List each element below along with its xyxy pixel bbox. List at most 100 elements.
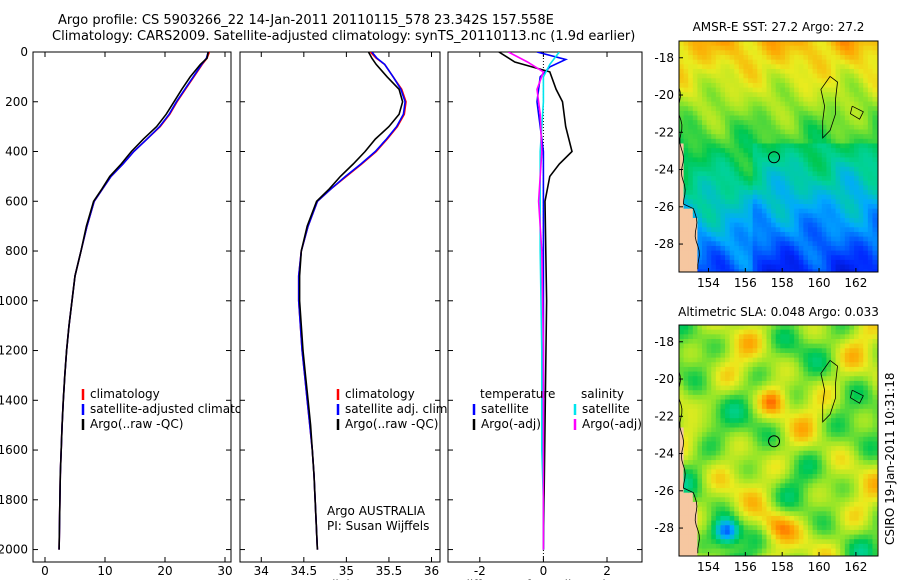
sla_map-cell bbox=[854, 366, 860, 373]
sst_map-cell bbox=[743, 264, 749, 270]
sst_map-cell bbox=[775, 199, 781, 205]
sst_map-cell bbox=[757, 194, 763, 200]
sla_map-cell bbox=[679, 362, 685, 368]
sla_map-cell bbox=[812, 413, 818, 419]
sla_map-cell bbox=[849, 497, 855, 503]
sst_map-cell bbox=[807, 101, 814, 107]
sst_map-cell bbox=[748, 157, 754, 163]
sst_map-cell bbox=[711, 185, 717, 191]
sst_map-cell bbox=[679, 269, 685, 272]
sst_map-cell bbox=[775, 92, 781, 98]
sla_map-cell bbox=[734, 474, 740, 480]
sst_map-cell bbox=[780, 59, 786, 65]
sst_map-cell bbox=[872, 190, 878, 196]
sst_map-cell bbox=[789, 96, 795, 103]
sla_map-cell bbox=[748, 325, 754, 331]
sla_map-cell bbox=[738, 432, 745, 438]
sla_map-cell bbox=[794, 511, 800, 517]
sst_map-cell bbox=[831, 204, 837, 210]
sst_map-cell bbox=[757, 115, 763, 121]
sst_map-cell bbox=[757, 227, 763, 233]
sla_map-cell bbox=[858, 478, 864, 484]
sst_map-cell bbox=[683, 50, 689, 56]
sst_map-cell bbox=[725, 92, 731, 98]
sla_map-cell bbox=[683, 432, 689, 438]
sla_map-cell bbox=[706, 501, 712, 508]
sla_map-cell bbox=[738, 357, 745, 363]
sst_map-cell bbox=[807, 120, 814, 126]
sst_map-cell bbox=[775, 64, 781, 70]
sst_map-cell bbox=[766, 241, 772, 247]
sla_map-cell bbox=[849, 446, 855, 452]
sla_map-cell bbox=[812, 534, 818, 540]
sla_map-cell bbox=[803, 520, 809, 526]
sla_map-cell bbox=[821, 515, 828, 522]
sla_map-cell bbox=[844, 515, 851, 522]
sla_map-cell bbox=[821, 422, 828, 429]
sst_map-cell bbox=[738, 87, 745, 93]
sla_map-cell bbox=[844, 338, 851, 345]
sla_map-cell bbox=[697, 376, 703, 382]
sla_map-cell bbox=[821, 464, 828, 470]
sla_map-cell bbox=[688, 506, 694, 512]
sla_map-cell bbox=[697, 534, 703, 540]
sst_map-cell bbox=[789, 73, 795, 79]
sst_map-cell bbox=[679, 59, 685, 65]
sst_map-cell bbox=[692, 143, 699, 149]
sst_map-cell bbox=[734, 227, 740, 233]
sla_map-cell bbox=[826, 348, 832, 354]
sst_map-cell bbox=[720, 120, 726, 126]
sst_map-cell bbox=[738, 138, 745, 145]
sst_map-cell bbox=[771, 222, 777, 228]
sst_map-cell bbox=[794, 138, 800, 145]
sla_map-cell bbox=[720, 464, 726, 470]
sla_map-cell bbox=[844, 404, 851, 410]
sst_map-cell bbox=[748, 92, 754, 98]
sst_map-cell bbox=[757, 241, 763, 247]
sst_map-cell bbox=[854, 204, 860, 210]
sst_map-cell bbox=[775, 269, 781, 272]
sst_map-cell bbox=[867, 124, 874, 131]
sla_map-cell bbox=[761, 334, 768, 340]
sla_map-cell bbox=[798, 418, 804, 424]
sla_map-cell bbox=[725, 422, 731, 429]
sst_map-cell bbox=[766, 162, 772, 168]
sla_map-cell bbox=[867, 474, 874, 480]
sla_map-cell bbox=[697, 325, 703, 331]
sst_map-cell bbox=[720, 227, 726, 233]
sst_map-cell bbox=[826, 92, 832, 98]
sst_map-cell bbox=[835, 171, 841, 177]
sst_map-cell bbox=[706, 157, 712, 163]
sst_map-cell bbox=[748, 255, 754, 261]
sla_map-cell bbox=[812, 348, 818, 354]
sla_map-cell bbox=[683, 515, 689, 522]
sst_map-cell bbox=[752, 264, 758, 270]
sst_map-cell bbox=[757, 162, 763, 168]
sst_map-cell bbox=[872, 194, 878, 200]
sst_map-cell bbox=[789, 64, 795, 70]
sst_map-reef-outline bbox=[820, 76, 838, 139]
sst_map-cell bbox=[867, 194, 874, 200]
sst_map-cell bbox=[711, 231, 717, 238]
sst_map-cell bbox=[840, 245, 846, 252]
sst_map-cell bbox=[817, 92, 823, 98]
sla_map-cell bbox=[766, 418, 772, 424]
sst_map-cell bbox=[757, 82, 763, 89]
sla_map-cell bbox=[794, 380, 800, 387]
sst_map-cell bbox=[697, 162, 703, 168]
sst_map-cells bbox=[679, 41, 878, 272]
sst_map-cell bbox=[771, 87, 777, 93]
sla_map-cell bbox=[711, 497, 717, 503]
sst_map-cell bbox=[780, 124, 786, 131]
sla_map-cell bbox=[752, 464, 758, 470]
sst_map-cell bbox=[849, 222, 855, 228]
sla_map-cell bbox=[679, 325, 685, 331]
sla_map-cell bbox=[725, 455, 731, 461]
sla_map-cell bbox=[812, 488, 818, 494]
sla_map-cell bbox=[702, 343, 708, 349]
sst_map-cell bbox=[780, 115, 786, 121]
sla_map-cell bbox=[858, 329, 864, 335]
sla_map-cell bbox=[844, 520, 851, 526]
sla_map-cell bbox=[872, 529, 878, 536]
sst_map-cell bbox=[683, 110, 689, 117]
